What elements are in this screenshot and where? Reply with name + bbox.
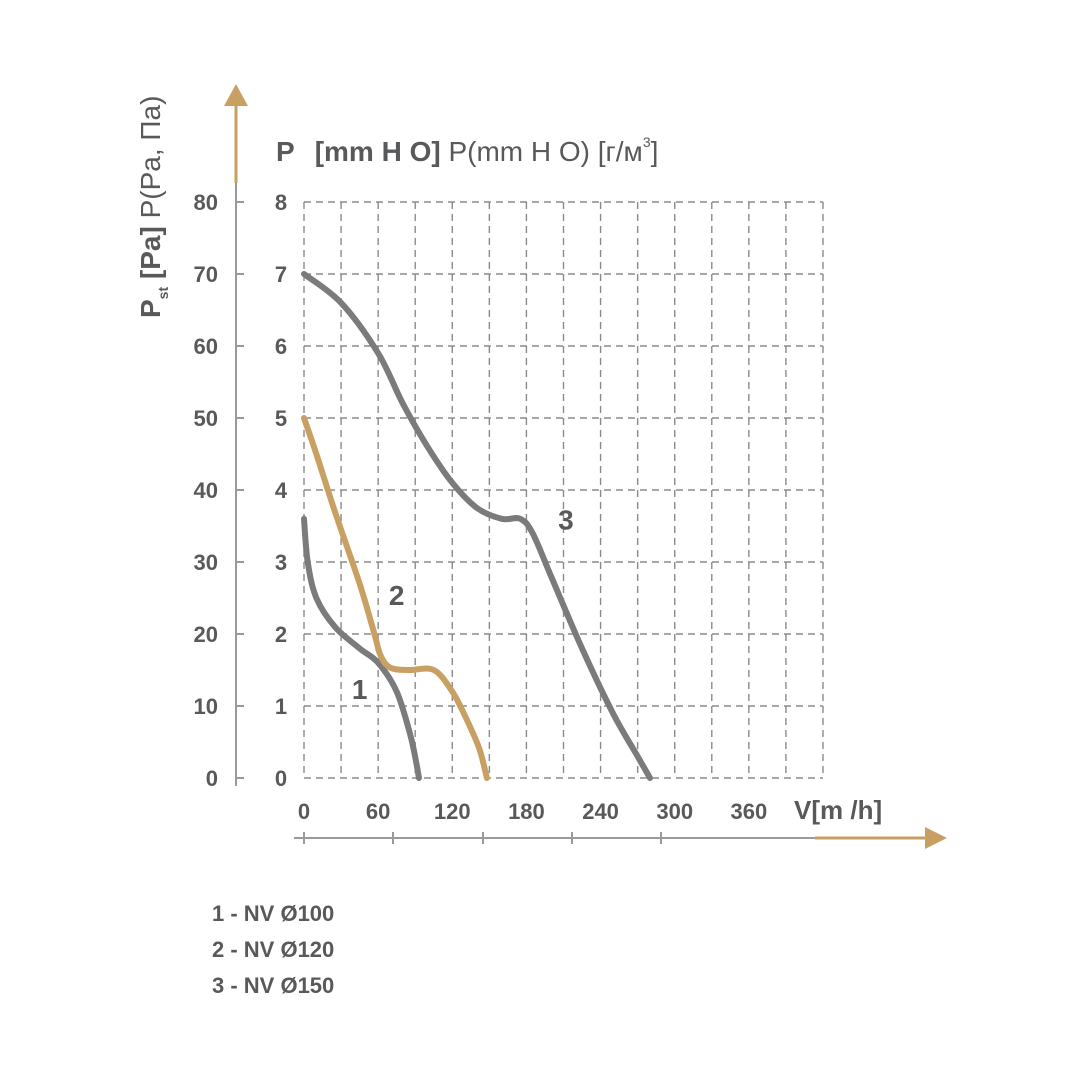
y-right-tick-label: 2: [275, 622, 287, 647]
y-right-tick-label: 5: [275, 406, 287, 431]
legend-item: 1 - NV Ø100: [212, 901, 335, 926]
x-tick-label: 60: [366, 799, 390, 824]
grid: [303, 201, 824, 779]
x-tick-label: 0: [298, 799, 310, 824]
y-left-tick-label: 60: [194, 334, 218, 359]
y-right-tick-label: 7: [275, 262, 287, 287]
y-left-tick-label: 80: [194, 190, 218, 215]
legend-item: 2 - NV Ø120: [212, 937, 335, 962]
y-right-tick-label: 1: [275, 694, 287, 719]
x-tick-label: 120: [434, 799, 471, 824]
y-left-tick-label: 0: [206, 766, 218, 791]
x-tick-label: 300: [656, 799, 693, 824]
curve-label: 1: [352, 674, 368, 705]
y-right-tick-label: 0: [275, 766, 287, 791]
y-left-tick-label: 50: [194, 406, 218, 431]
y-right-tick-label: 6: [275, 334, 287, 359]
x-axis-label: V[m /h]: [794, 795, 882, 825]
y-left-tick-label: 40: [194, 478, 218, 503]
x-tick-label: 360: [730, 799, 767, 824]
series-line-2: [301, 415, 490, 781]
y-left-tick-label: 10: [194, 694, 218, 719]
series-line-1: [301, 515, 422, 781]
y-right-axis-label: P [mm H O] P(mm H O) [г/м3]: [276, 134, 658, 167]
x-axis-arrow-head: [925, 827, 947, 849]
series-line-3: [301, 271, 653, 781]
y-left-tick-label: 70: [194, 262, 218, 287]
y-axis-arrow-head: [224, 84, 248, 106]
axes: [224, 84, 947, 849]
y-left-axis-label: Pst [Pa] P(Pa, Па): [135, 96, 171, 318]
curve-label: 3: [558, 505, 574, 536]
y-right-tick-label: 3: [275, 550, 287, 575]
legend-item: 3 - NV Ø150: [212, 973, 335, 998]
y-left-tick-label: 30: [194, 550, 218, 575]
curve-label: 2: [389, 580, 405, 611]
curves: 1 2 3: [301, 271, 653, 781]
y-right-tick-label: 4: [275, 478, 288, 503]
x-tick-label: 180: [508, 799, 545, 824]
x-tick-label: 240: [582, 799, 619, 824]
y-left-tick-label: 20: [194, 622, 218, 647]
legend: 1 - NV Ø100 2 - NV Ø120 3 - NV Ø150: [212, 896, 334, 1004]
y-right-tick-label: 8: [275, 190, 287, 215]
